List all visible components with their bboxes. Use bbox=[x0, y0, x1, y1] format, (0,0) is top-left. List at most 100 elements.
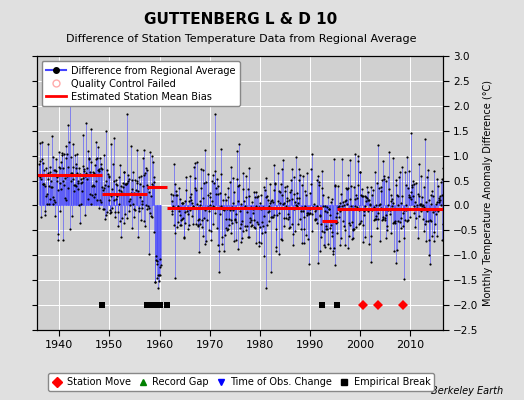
Point bbox=[227, 164, 236, 170]
Point bbox=[374, 210, 382, 216]
Point bbox=[359, 222, 368, 228]
Point bbox=[404, 184, 412, 191]
Point bbox=[437, 202, 445, 208]
Point bbox=[91, 162, 99, 168]
Point bbox=[170, 222, 178, 228]
Point bbox=[142, 165, 150, 171]
Point bbox=[336, 200, 344, 206]
Point bbox=[146, 210, 154, 216]
Point bbox=[334, 203, 343, 210]
Point bbox=[407, 196, 416, 202]
Point bbox=[378, 177, 386, 183]
Point bbox=[210, 203, 219, 210]
Point bbox=[182, 187, 190, 193]
Point bbox=[58, 150, 66, 156]
Point bbox=[260, 187, 269, 194]
Point bbox=[71, 164, 80, 171]
Point bbox=[259, 223, 267, 229]
Point bbox=[213, 176, 221, 182]
Point bbox=[427, 201, 435, 208]
Point bbox=[107, 193, 115, 199]
Point bbox=[232, 210, 240, 217]
Point bbox=[173, 224, 182, 230]
Point bbox=[429, 168, 438, 174]
Point bbox=[432, 211, 440, 218]
Point bbox=[254, 193, 262, 199]
Point bbox=[319, 203, 328, 210]
Point bbox=[116, 161, 124, 168]
Point bbox=[406, 194, 414, 200]
Point bbox=[217, 203, 225, 210]
Point bbox=[110, 197, 118, 203]
Point bbox=[440, 232, 448, 238]
Point bbox=[156, 264, 165, 270]
Point bbox=[203, 217, 211, 224]
Point bbox=[176, 212, 184, 218]
Point bbox=[237, 220, 246, 227]
Point bbox=[38, 181, 47, 188]
Point bbox=[422, 218, 430, 224]
Point bbox=[201, 147, 209, 153]
Point bbox=[397, 225, 406, 231]
Point bbox=[81, 172, 90, 178]
Point bbox=[127, 185, 136, 192]
Point bbox=[186, 173, 194, 179]
Point bbox=[83, 175, 91, 182]
Point bbox=[383, 222, 391, 229]
Point bbox=[135, 174, 143, 180]
Point bbox=[184, 198, 193, 204]
Point bbox=[122, 180, 130, 187]
Point bbox=[134, 234, 142, 240]
Point bbox=[173, 203, 182, 210]
Point bbox=[418, 202, 427, 209]
Point bbox=[211, 210, 220, 216]
Text: Berkeley Earth: Berkeley Earth bbox=[431, 386, 503, 396]
Point bbox=[365, 202, 374, 208]
Point bbox=[198, 224, 206, 230]
Point bbox=[331, 262, 339, 268]
Point bbox=[214, 182, 222, 189]
Point bbox=[311, 216, 320, 222]
Point bbox=[397, 200, 405, 207]
Point bbox=[192, 186, 201, 193]
Point bbox=[411, 198, 419, 205]
Point bbox=[324, 241, 333, 247]
Point bbox=[271, 247, 280, 254]
Point bbox=[365, 197, 374, 204]
Point bbox=[175, 208, 183, 214]
Point bbox=[396, 219, 405, 226]
Point bbox=[67, 170, 75, 176]
Point bbox=[83, 172, 92, 178]
Point bbox=[60, 181, 69, 188]
Point bbox=[350, 226, 358, 232]
Point bbox=[330, 156, 338, 162]
Point bbox=[53, 178, 61, 184]
Point bbox=[305, 210, 314, 216]
Point bbox=[424, 167, 432, 173]
Point bbox=[176, 222, 184, 228]
Point bbox=[43, 201, 51, 207]
Point bbox=[265, 217, 273, 224]
Point bbox=[42, 190, 51, 197]
Point bbox=[76, 171, 84, 178]
Legend: Station Move, Record Gap, Time of Obs. Change, Empirical Break: Station Move, Record Gap, Time of Obs. C… bbox=[48, 373, 434, 391]
Point bbox=[298, 182, 306, 188]
Point bbox=[168, 208, 177, 214]
Point bbox=[120, 169, 128, 176]
Point bbox=[153, 261, 161, 267]
Point bbox=[199, 166, 208, 173]
Point bbox=[279, 201, 287, 207]
Point bbox=[266, 180, 274, 187]
Point bbox=[414, 193, 423, 199]
Point bbox=[174, 184, 183, 191]
Point bbox=[316, 212, 324, 218]
Point bbox=[330, 245, 339, 251]
Point bbox=[400, 207, 409, 213]
Point bbox=[287, 176, 296, 183]
Point bbox=[267, 269, 276, 275]
Point bbox=[52, 174, 61, 180]
Point bbox=[126, 202, 135, 208]
Point bbox=[155, 272, 163, 278]
Point bbox=[182, 208, 191, 214]
Point bbox=[281, 184, 289, 190]
